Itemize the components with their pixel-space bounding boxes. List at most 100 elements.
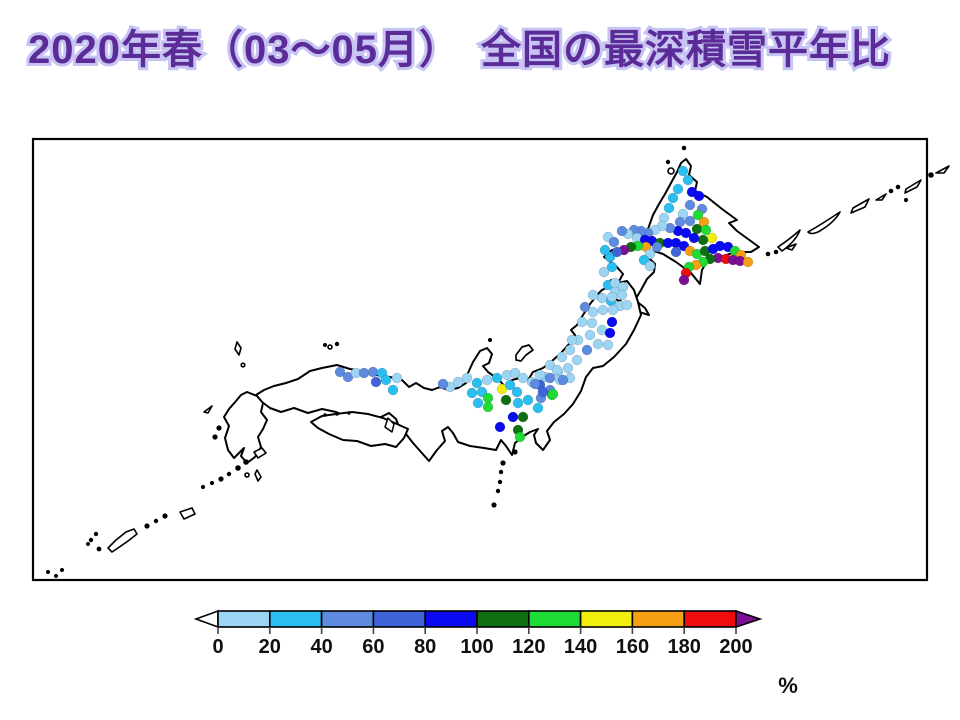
station-dot	[742, 256, 754, 268]
station-dot	[684, 215, 696, 227]
islet	[681, 145, 687, 151]
station-dot	[380, 374, 392, 386]
colorbar-segment	[579, 610, 634, 628]
station-dot	[367, 366, 379, 378]
colorbar-segment	[217, 610, 271, 628]
station-dot	[672, 183, 684, 195]
station-dot	[564, 344, 576, 356]
station-dot	[491, 372, 503, 384]
ryukyu-islands	[45, 447, 267, 578]
colorbar-tick-label: 40	[310, 636, 332, 658]
station-dot	[551, 364, 563, 376]
station-dot	[334, 366, 346, 378]
sado-island	[515, 344, 534, 362]
colorbar-under-arrow	[193, 609, 219, 629]
station-dot	[529, 378, 541, 390]
page-title-text: 2020年春（03～05月） 全国の最深積雪平年比	[28, 28, 891, 72]
tsushima-island	[234, 341, 242, 356]
station-dot	[584, 329, 596, 341]
amami-island	[179, 507, 196, 520]
station-dot	[556, 351, 568, 363]
station-dot	[611, 246, 623, 258]
station-dot	[471, 377, 483, 389]
colorbar-tick-label: 80	[414, 636, 436, 658]
station-dot	[514, 431, 526, 443]
station-dot	[682, 174, 694, 186]
station-dot	[557, 374, 569, 386]
station-dot	[700, 224, 712, 236]
station-dot	[466, 387, 478, 399]
colorbar-segment	[372, 610, 426, 628]
oki-islands	[327, 344, 333, 350]
station-dot	[598, 266, 610, 278]
station-dot	[706, 232, 718, 244]
colorbar-segment	[476, 610, 530, 628]
colorbar-tick-label: 20	[259, 636, 281, 658]
station-dot	[507, 411, 519, 423]
colorbar-tick-label: 180	[668, 636, 701, 658]
station-dot	[693, 190, 705, 202]
station-dot	[692, 209, 704, 221]
station-dot	[358, 367, 370, 379]
station-dot	[472, 397, 484, 409]
page-title-outline: 2020年春（03～05月） 全国の最深積雪平年比	[25, 25, 893, 75]
station-dot	[581, 344, 593, 356]
station-dot	[677, 165, 689, 177]
station-dot	[599, 244, 611, 256]
rebun-island	[665, 159, 671, 165]
station-dot	[517, 411, 529, 423]
station-dot	[684, 199, 696, 211]
station-dot	[592, 338, 604, 350]
colorbar-segment	[320, 610, 375, 628]
station-dot	[606, 316, 618, 328]
station-dot	[587, 306, 599, 318]
station-dot	[482, 401, 494, 413]
awaji-island	[384, 417, 395, 433]
station-dot	[509, 367, 521, 379]
station-dot	[597, 304, 609, 316]
colorbar-segment	[527, 610, 582, 628]
station-dot	[500, 394, 512, 406]
station-dot	[678, 274, 690, 286]
yakushima-island	[244, 472, 250, 478]
station-dot	[482, 392, 494, 404]
station-dot	[688, 232, 700, 244]
station-dot	[604, 251, 616, 263]
station-dot	[494, 421, 506, 433]
station-dot	[604, 327, 616, 339]
seto-islets	[323, 411, 351, 417]
station-dot	[391, 372, 403, 384]
station-dot	[544, 372, 556, 384]
station-dot	[644, 260, 656, 272]
station-dot	[616, 289, 628, 301]
station-dot	[607, 304, 619, 316]
shikoku-outline	[310, 411, 409, 448]
station-dot	[608, 236, 620, 248]
station-dot	[670, 246, 682, 258]
station-dot	[651, 241, 663, 253]
colorbar-segment	[683, 610, 737, 628]
kuril-islands	[765, 165, 950, 257]
station-dot	[697, 234, 709, 246]
small-islands	[45, 145, 950, 578]
station-dot	[596, 292, 608, 304]
station-dot	[616, 225, 628, 237]
colorbar-tick-label: 140	[564, 636, 597, 658]
station-dot	[481, 374, 493, 386]
station-dot	[606, 291, 618, 303]
colorbar-tick-label: 200	[719, 636, 752, 658]
station-dot	[571, 354, 583, 366]
colorbar-segment	[424, 610, 478, 628]
station-dot	[667, 192, 679, 204]
colorbar-tick-label: 0	[212, 636, 223, 658]
station-dot	[547, 388, 559, 400]
kyushu-outline	[223, 391, 268, 464]
station-dot	[621, 299, 633, 311]
page-title: 2020年春（03～05月） 全国の最深積雪平年比 2020年春（03～05月）…	[25, 22, 948, 82]
colorbar: 0 20 40 60 80 100 120 140 160 180 200 %	[193, 609, 798, 698]
okinawa-island	[107, 528, 138, 553]
colorbar-unit-label: %	[778, 673, 798, 698]
iki-island	[240, 362, 246, 368]
station-dot	[461, 372, 473, 384]
